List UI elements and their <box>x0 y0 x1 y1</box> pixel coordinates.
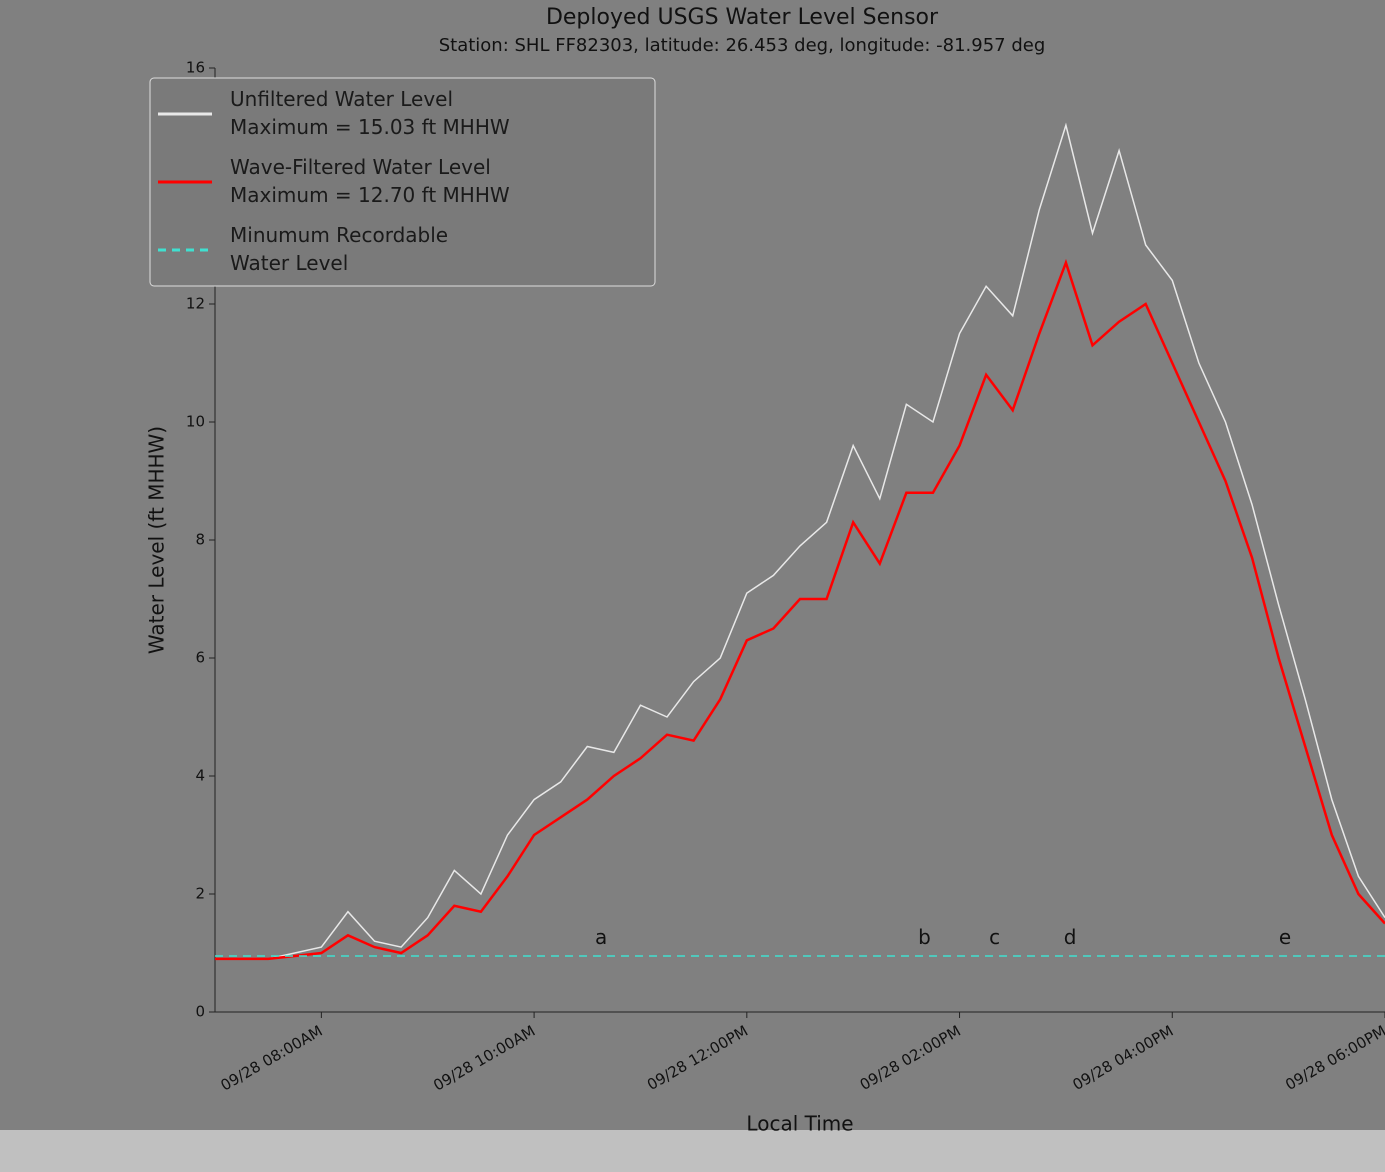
annotation: c <box>989 925 1000 949</box>
y-tick-label: 0 <box>195 1003 205 1021</box>
annotation: b <box>918 925 931 949</box>
series-line <box>215 258 1385 961</box>
y-tick-label: 6 <box>195 649 205 667</box>
y-tick-label: 16 <box>186 59 205 77</box>
legend-label: Unfiltered Water Level Maximum = 15.03 ft… <box>230 87 510 139</box>
annotation: a <box>595 925 607 949</box>
y-tick-label: 10 <box>186 413 205 431</box>
footer-band <box>0 1130 1385 1172</box>
y-tick-label: 4 <box>195 767 205 785</box>
x-tick-label: 09/28 12:00PM <box>644 1022 751 1094</box>
y-tick-label: 12 <box>186 295 205 313</box>
y-axis-label: Water Level (ft MHHW) <box>145 426 169 654</box>
x-axis-label: Local Time <box>746 1112 853 1136</box>
legend-label: Minumum Recordable Water Level <box>230 223 448 275</box>
annotation: e <box>1279 925 1291 949</box>
series-line <box>215 122 1385 960</box>
chart-title: Deployed USGS Water Level Sensor <box>546 5 939 30</box>
x-tick-label: 09/28 02:00PM <box>857 1022 964 1094</box>
legend: Unfiltered Water Level Maximum = 15.03 ft… <box>149 77 656 287</box>
y-tick-label: 8 <box>195 531 205 549</box>
x-tick-label: 09/28 10:00AM <box>430 1022 538 1095</box>
chart-subtitle: Station: SHL FF82303, latitude: 26.453 d… <box>439 35 1046 56</box>
x-tick-label: 09/28 04:00PM <box>1069 1022 1176 1094</box>
x-tick-label: 09/28 08:00AM <box>218 1022 326 1095</box>
x-tick-label: 09/28 06:00PM <box>1282 1022 1385 1094</box>
legend-label: Wave-Filtered Water Level Maximum = 12.70… <box>230 155 510 207</box>
annotation: d <box>1064 925 1077 949</box>
y-tick-label: 2 <box>195 885 205 903</box>
legend-box <box>149 77 656 287</box>
